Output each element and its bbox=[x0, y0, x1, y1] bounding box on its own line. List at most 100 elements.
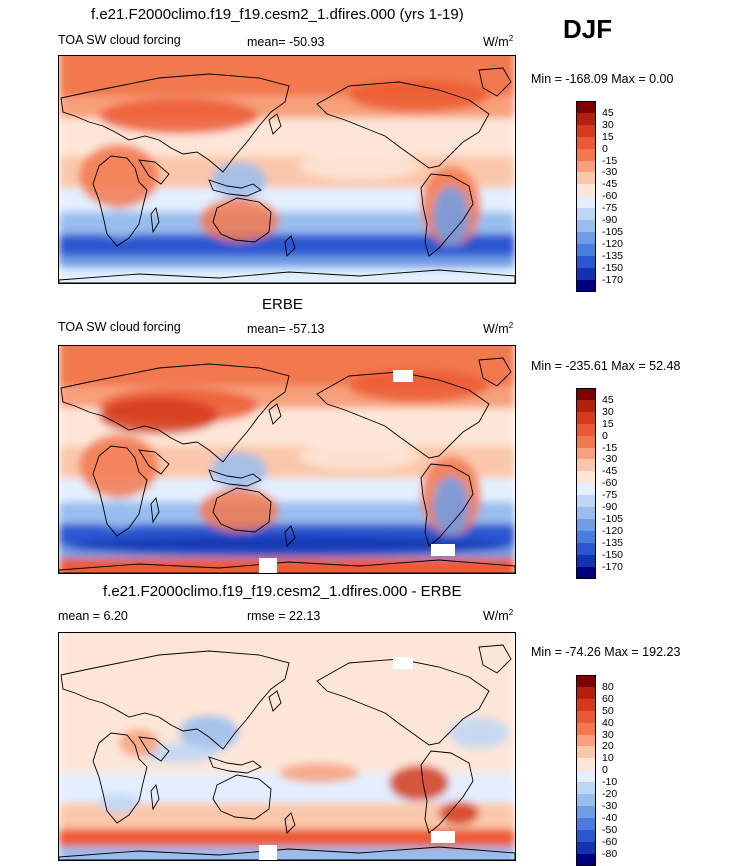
panel-2-minmax: Min = -235.61 Max = 52.48 bbox=[531, 359, 681, 373]
colorbar-tick-label: 45 bbox=[602, 393, 614, 406]
colorbar-swatch bbox=[576, 770, 596, 783]
colorbar-swatch bbox=[576, 423, 596, 437]
colorbar-tick-label: -15 bbox=[602, 441, 618, 454]
season-label: DJF bbox=[563, 14, 613, 44]
colorbar-tick-label: -105 bbox=[602, 225, 624, 238]
colorbar-tick-label: -90 bbox=[602, 501, 618, 513]
colorbar-tick-label: -105 bbox=[602, 512, 624, 525]
colorbar-swatch bbox=[576, 734, 596, 747]
colorbar-tick-label: -120 bbox=[602, 524, 624, 537]
colorbar-swatch bbox=[576, 160, 596, 173]
colorbar-swatch bbox=[576, 112, 596, 126]
colorbar-swatch bbox=[576, 435, 596, 448]
colorbar-swatch bbox=[576, 518, 596, 532]
colorbar-tick-label: -30 bbox=[602, 799, 618, 812]
panel-3-mean-label: mean = 6.20 bbox=[58, 609, 128, 623]
colorbar-tick-label: 0 bbox=[602, 142, 608, 155]
colorbar-tick-label: 15 bbox=[602, 130, 614, 143]
colorbar-swatch bbox=[576, 554, 596, 567]
colorbar-tick-label: -15 bbox=[602, 154, 618, 167]
colorbar-swatch bbox=[576, 255, 596, 269]
panel-2-title: ERBE bbox=[262, 296, 303, 313]
panel-1-mean-label: mean= -50.93 bbox=[247, 35, 325, 49]
colorbar-tick-label: -75 bbox=[602, 489, 618, 502]
colorbar-swatch bbox=[576, 447, 596, 460]
colorbar-swatch bbox=[576, 148, 596, 161]
colorbar-tick-label: 50 bbox=[602, 704, 614, 717]
colorbar-swatch bbox=[576, 231, 596, 245]
colorbar-swatch bbox=[576, 758, 596, 771]
colorbar-tick-label: -50 bbox=[602, 823, 618, 836]
colorbar-swatch bbox=[576, 841, 596, 854]
colorbar-tick-label: 30 bbox=[602, 118, 614, 131]
colorbar-swatch bbox=[576, 722, 596, 735]
colorbar-tick-label: 30 bbox=[602, 405, 614, 418]
colorbar-swatch bbox=[576, 483, 596, 496]
colorbar-tick-label: -60 bbox=[602, 190, 618, 203]
panel-1-minmax: Min = -168.09 Max = 0.00 bbox=[531, 72, 674, 86]
colorbar-swatch bbox=[576, 388, 596, 401]
colorbar-swatch bbox=[576, 184, 596, 197]
colorbar-tick-label: -135 bbox=[602, 249, 624, 262]
colorbar-tick-label: -135 bbox=[602, 536, 624, 549]
panel-1-title: f.e21.F2000climo.f19_f19.cesm2_1.dfires.… bbox=[91, 6, 464, 23]
colorbar-tick-label: 40 bbox=[602, 716, 614, 729]
panel-3-units: W/m2 bbox=[483, 608, 514, 624]
colorbar-tick-label: 15 bbox=[602, 417, 614, 430]
colorbar-swatch bbox=[576, 172, 596, 185]
panel-1-map bbox=[58, 55, 516, 284]
panel-3-minmax: Min = -74.26 Max = 192.23 bbox=[531, 645, 681, 659]
colorbar-tick-label: 10 bbox=[602, 752, 614, 765]
panel-2-units: W/m2 bbox=[483, 321, 514, 337]
colorbar-tick-label: -150 bbox=[602, 261, 624, 274]
panel-2-field-label: TOA SW cloud forcing bbox=[58, 320, 181, 334]
colorbar-swatch bbox=[576, 829, 596, 843]
colorbar-swatch bbox=[576, 471, 596, 484]
colorbar-swatch bbox=[576, 817, 596, 831]
colorbar-tick-label: 0 bbox=[602, 764, 608, 777]
colorbar-swatch bbox=[576, 675, 596, 688]
panel-2-map bbox=[58, 345, 516, 574]
colorbar-swatch bbox=[576, 124, 596, 138]
colorbar-swatch bbox=[576, 459, 596, 472]
colorbar-tick-label: -40 bbox=[602, 811, 618, 824]
colorbar-tick-label: 45 bbox=[602, 106, 614, 119]
colorbar-tick-label: -120 bbox=[602, 237, 624, 250]
colorbar-tick-label: -90 bbox=[602, 214, 618, 226]
colorbar-swatch bbox=[576, 101, 596, 114]
colorbar-swatch bbox=[576, 782, 596, 795]
colorbar-tick-label: 80 bbox=[602, 680, 614, 693]
colorbar-tick-label: -170 bbox=[602, 273, 624, 286]
colorbar-tick-label: -170 bbox=[602, 560, 624, 573]
colorbar-tick-label: -30 bbox=[602, 166, 618, 179]
colorbar-swatch bbox=[576, 220, 596, 233]
colorbar-tick-label: -80 bbox=[602, 847, 618, 860]
colorbar-swatch bbox=[576, 686, 596, 700]
panel-3-map bbox=[58, 632, 516, 861]
colorbar-swatch bbox=[576, 542, 596, 556]
colorbar-tick-label: -60 bbox=[602, 477, 618, 490]
colorbar-swatch bbox=[576, 805, 596, 819]
colorbar-tick-label: -20 bbox=[602, 788, 618, 800]
colorbar-swatch bbox=[576, 794, 596, 807]
colorbar-tick-label: -75 bbox=[602, 202, 618, 215]
colorbar-swatch bbox=[576, 411, 596, 425]
colorbar-swatch bbox=[576, 507, 596, 520]
colorbar-swatch bbox=[576, 530, 596, 544]
panel-1-units: W/m2 bbox=[483, 34, 514, 50]
colorbar-swatch bbox=[576, 243, 596, 257]
colorbar-swatch bbox=[576, 853, 596, 866]
colorbar-tick-label: -30 bbox=[602, 453, 618, 466]
colorbar-tick-label: -45 bbox=[602, 465, 618, 478]
colorbar-swatch bbox=[576, 698, 596, 712]
colorbar-swatch bbox=[576, 399, 596, 413]
colorbar-swatch bbox=[576, 267, 596, 280]
colorbar-tick-label: 60 bbox=[602, 692, 614, 705]
colorbar-tick-label: 20 bbox=[602, 740, 614, 753]
colorbar-tick-label: -45 bbox=[602, 178, 618, 191]
colorbar-swatch bbox=[576, 279, 596, 292]
panel-2-mean-label: mean= -57.13 bbox=[247, 322, 325, 336]
colorbar-swatch bbox=[576, 746, 596, 759]
colorbar-tick-label: -150 bbox=[602, 548, 624, 561]
colorbar-swatch bbox=[576, 495, 596, 508]
